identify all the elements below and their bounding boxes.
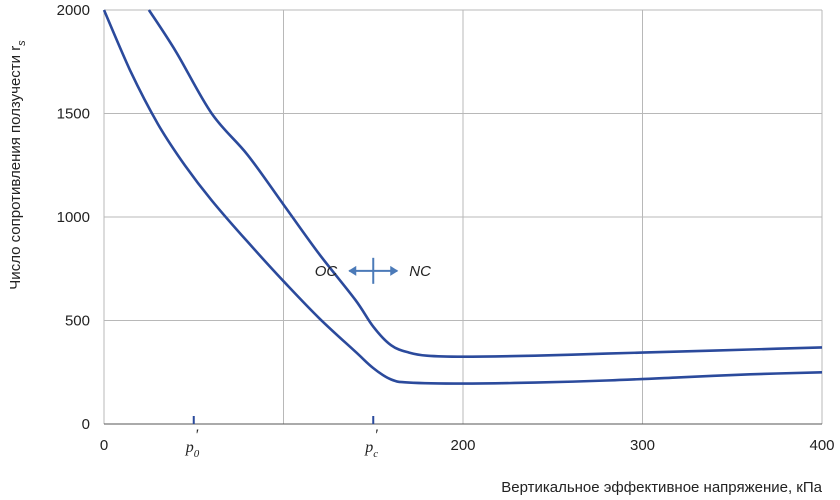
grid-layer xyxy=(103,9,823,424)
annotation-arrow-left xyxy=(348,265,357,276)
y-axis-label-subscript: s xyxy=(16,40,28,46)
x-tick-label: 300 xyxy=(630,437,655,454)
marker-label-sub: c xyxy=(373,448,378,460)
marker-label-main: p xyxy=(364,439,373,456)
y-tick-label: 0 xyxy=(82,416,90,433)
y-tick-label: 500 xyxy=(65,313,90,330)
x-tick-label: 0 xyxy=(100,437,108,454)
series-line-1 xyxy=(147,9,823,358)
x-tick-label: 200 xyxy=(450,437,475,454)
marker-label-sub: 0 xyxy=(194,448,200,460)
marker-layer: p0'pc' xyxy=(185,416,378,460)
x-tick-label: 400 xyxy=(809,437,834,454)
marker-label-prime: ' xyxy=(374,427,378,444)
y-tick-label: 2000 xyxy=(57,2,90,19)
annotation-nc-label: NC xyxy=(409,263,431,280)
y-tick-label: 1500 xyxy=(57,106,90,123)
axes-layer: 0 500 1000 1500 2000 0 200 300 400 xyxy=(57,2,835,454)
y-tick-label: 1000 xyxy=(57,209,90,226)
series-layer xyxy=(102,9,823,385)
y-axis-label: Число сопротивления ползучести rs xyxy=(7,40,28,290)
series-line-2 xyxy=(102,9,823,385)
annotation-oc-label: OC xyxy=(315,263,338,280)
marker-label-prime: ' xyxy=(195,427,199,444)
marker-label-main: p xyxy=(185,439,194,456)
y-axis-label-main: Число сопротивления ползучести r xyxy=(7,46,24,290)
x-axis-label: Вертикальное эффективное напряжение, кПа xyxy=(501,479,822,496)
annotation-arrow-right xyxy=(390,265,399,276)
marker-label: p0 xyxy=(185,439,200,460)
marker-label: pc xyxy=(364,439,378,460)
annotation-layer: OC NC xyxy=(315,257,431,284)
